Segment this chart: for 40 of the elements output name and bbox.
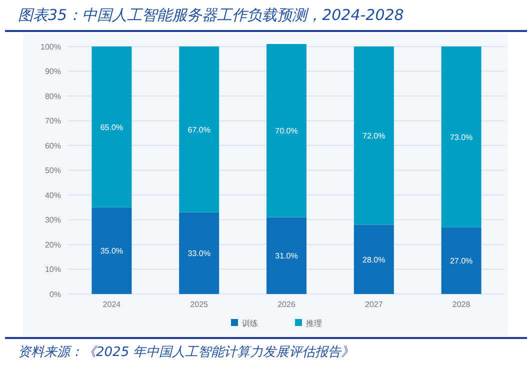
y-tick-label: 50% [44, 166, 61, 176]
data-label: 73.0% [450, 132, 473, 142]
bar [441, 46, 482, 228]
y-tick-label: 20% [44, 240, 61, 250]
data-label: 67.0% [188, 125, 210, 134]
data-label: 65.0% [100, 122, 124, 132]
data-label: 31.0% [275, 252, 298, 261]
bar [92, 46, 132, 208]
y-tick-label: 40% [44, 190, 61, 200]
bar [266, 217, 306, 294]
bar [354, 224, 394, 294]
x-tick-label: 2024 [102, 300, 122, 309]
y-tick-label: 0% [49, 290, 61, 299]
bar [354, 46, 394, 225]
legend-label: 训练 [242, 319, 258, 328]
y-tick-label: 100% [40, 42, 61, 52]
y-tick-label: 10% [44, 265, 61, 274]
data-label: 28.0% [362, 255, 386, 264]
y-tick-label: 90% [44, 67, 61, 76]
y-tick-label: 70% [44, 116, 61, 126]
legend-label: 推理 [306, 319, 322, 328]
bar [441, 227, 482, 294]
x-tick-label: 2025 [190, 300, 209, 309]
data-label: 72.0% [362, 132, 386, 141]
text: 资料来源：《2025 年中国人工智能计算力发展评估报告》 [18, 345, 354, 360]
chart-title: 图表35：中国人工智能服务器工作负载预测，2024-2028 [18, 6, 404, 24]
x-tick-label: 2026 [278, 300, 296, 309]
data-label: 33.0% [188, 249, 210, 258]
x-tick-label: 2028 [452, 300, 471, 309]
x-tick-label: 2027 [365, 300, 384, 309]
data-label: 27.0% [450, 256, 473, 266]
y-tick-label: 80% [44, 92, 61, 101]
bar [266, 44, 306, 218]
bar [92, 207, 132, 294]
data-label: 35.0% [100, 246, 124, 256]
y-tick-label: 30% [44, 216, 61, 225]
y-tick-label: 60% [44, 141, 61, 150]
bar [179, 212, 220, 294]
bar [179, 46, 220, 212]
data-label: 70.0% [275, 126, 298, 136]
